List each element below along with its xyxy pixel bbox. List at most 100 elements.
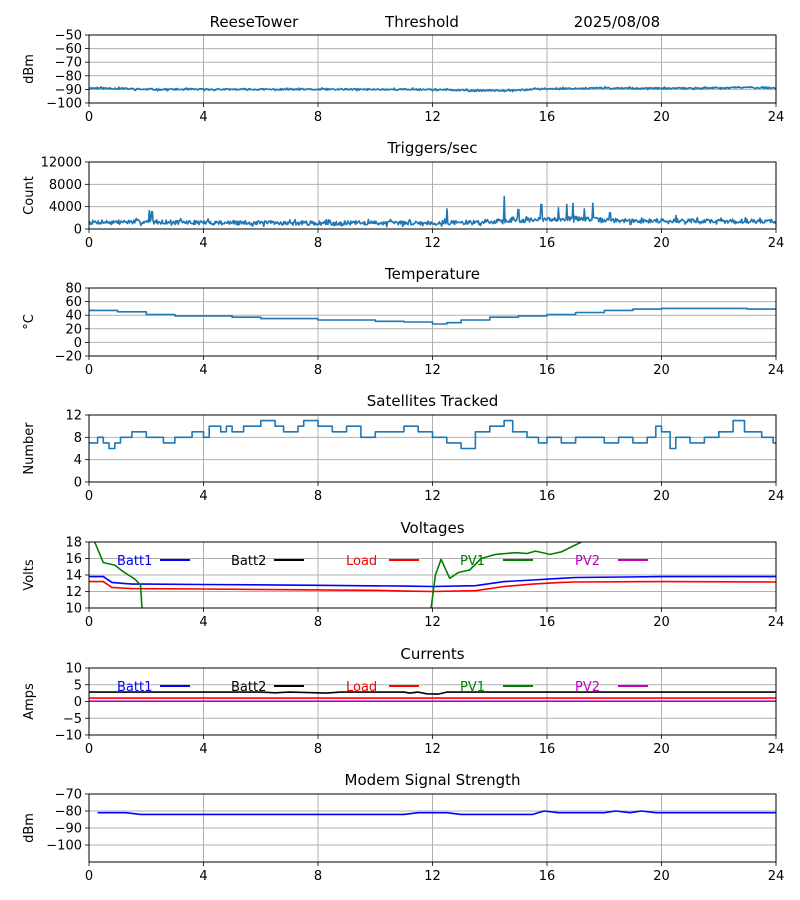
axes-frame (88, 793, 777, 863)
y-tick-label: 5 (74, 678, 82, 693)
x-tick-label: 16 (539, 742, 556, 757)
y-tick-label: 12 (65, 409, 82, 424)
y-tick-label: −70 (55, 56, 82, 71)
x-tick-label: 12 (424, 869, 441, 884)
series-line-pv1 (430, 542, 582, 608)
x-tick-label: 12 (424, 615, 441, 630)
y-tick-label: 10 (65, 602, 82, 617)
x-tick-label: 16 (539, 236, 556, 251)
panel-title: Triggers/sec (387, 139, 478, 157)
x-tick-label: 24 (768, 236, 785, 251)
y-axis-label: Number (22, 422, 37, 475)
legend-label: PV1 (460, 554, 485, 569)
x-tick-label: 4 (199, 110, 207, 125)
x-tick-label: 24 (768, 110, 785, 125)
x-tick-label: 16 (539, 615, 556, 630)
x-tick-label: 8 (314, 489, 322, 504)
x-tick-label: 12 (424, 742, 441, 757)
legend-label: Load (346, 680, 377, 695)
x-tick-label: 4 (199, 869, 207, 884)
site-title: ReeseTower (210, 13, 300, 31)
x-tick-label: 24 (768, 489, 785, 504)
y-tick-label: −80 (55, 69, 82, 84)
y-tick-label: 12000 (41, 156, 82, 171)
x-tick-label: 0 (85, 363, 93, 378)
mode-title: Threshold (384, 13, 459, 31)
x-tick-label: 16 (539, 363, 556, 378)
x-tick-label: 4 (199, 489, 207, 504)
series-line-batt1 (89, 575, 776, 588)
panel-4: 0 4 8 12 16 20 24 0 4 8 12 Satellites Tracked Number (22, 392, 784, 504)
x-tick-label: 20 (653, 869, 670, 884)
panel-7: 0 4 8 12 16 20 24 −100 −90 −80 −70 Modem Signal Str… (22, 771, 784, 884)
x-tick-label: 8 (314, 615, 322, 630)
y-tick-label: 8000 (49, 178, 82, 193)
axes-frame (88, 541, 777, 609)
x-tick-label: 24 (768, 869, 785, 884)
legend-label: Batt1 (117, 680, 152, 695)
y-tick-label: −60 (55, 42, 82, 57)
x-tick-label: 8 (314, 363, 322, 378)
x-tick-label: 20 (653, 489, 670, 504)
axes-frame (88, 34, 777, 104)
y-tick-label: −80 (55, 805, 82, 820)
x-tick-label: 20 (653, 742, 670, 757)
x-tick-label: 0 (85, 615, 93, 630)
y-tick-label: −50 (55, 29, 82, 44)
y-tick-label: 18 (65, 536, 82, 551)
y-tick-label: 10 (65, 662, 82, 677)
legend-label: PV1 (460, 680, 485, 695)
x-tick-label: 24 (768, 742, 785, 757)
y-axis-label: Amps (22, 683, 37, 720)
panel-title: Temperature (384, 265, 480, 283)
x-tick-label: 0 (85, 236, 93, 251)
y-axis-label: Volts (22, 559, 37, 591)
legend-label: PV2 (575, 554, 600, 569)
x-tick-label: 12 (424, 489, 441, 504)
series-line-load (89, 580, 776, 593)
x-tick-label: 0 (85, 489, 93, 504)
x-tick-label: 4 (199, 363, 207, 378)
y-tick-label: 4000 (49, 200, 82, 215)
x-tick-label: 8 (314, 236, 322, 251)
legend-label: Batt2 (231, 554, 266, 569)
y-tick-label: 40 (65, 309, 82, 324)
x-tick-label: 0 (85, 869, 93, 884)
x-tick-label: 16 (539, 489, 556, 504)
x-tick-label: 12 (424, 110, 441, 125)
y-tick-label: 60 (65, 295, 82, 310)
y-tick-label: −100 (46, 97, 82, 112)
x-tick-label: 20 (653, 615, 670, 630)
panel-1: 0 4 8 12 16 20 24 −100−90−80−70−60−50 dBm (22, 29, 784, 126)
legend-label: Batt1 (117, 554, 152, 569)
panel-title: Currents (400, 645, 464, 663)
axes-frame (88, 667, 777, 736)
y-tick-label: −100 (46, 839, 82, 854)
series-line-default (89, 419, 776, 450)
x-tick-label: 24 (768, 363, 785, 378)
y-tick-label: 0 (74, 336, 82, 351)
x-tick-label: 8 (314, 110, 322, 125)
y-axis-label: Count (22, 176, 37, 215)
x-tick-label: 16 (539, 869, 556, 884)
axes-frame (88, 161, 777, 230)
series-line-pv1 (93, 542, 143, 608)
x-tick-label: 24 (768, 615, 785, 630)
series-line-default (89, 195, 776, 228)
y-tick-label: 14 (65, 569, 82, 584)
x-tick-label: 0 (85, 742, 93, 757)
series-line-batt2 (89, 691, 776, 695)
y-tick-label: −10 (55, 729, 82, 744)
series-line-default (89, 307, 776, 325)
y-tick-label: 20 (65, 322, 82, 337)
x-tick-label: 20 (653, 110, 670, 125)
x-tick-label: 16 (539, 110, 556, 125)
axes-frame (88, 414, 777, 483)
y-axis-label: dBm (22, 813, 37, 843)
y-tick-label: 80 (65, 282, 82, 297)
legend-label: Load (346, 554, 377, 569)
x-tick-label: 20 (653, 236, 670, 251)
y-tick-label: 0 (74, 476, 82, 491)
